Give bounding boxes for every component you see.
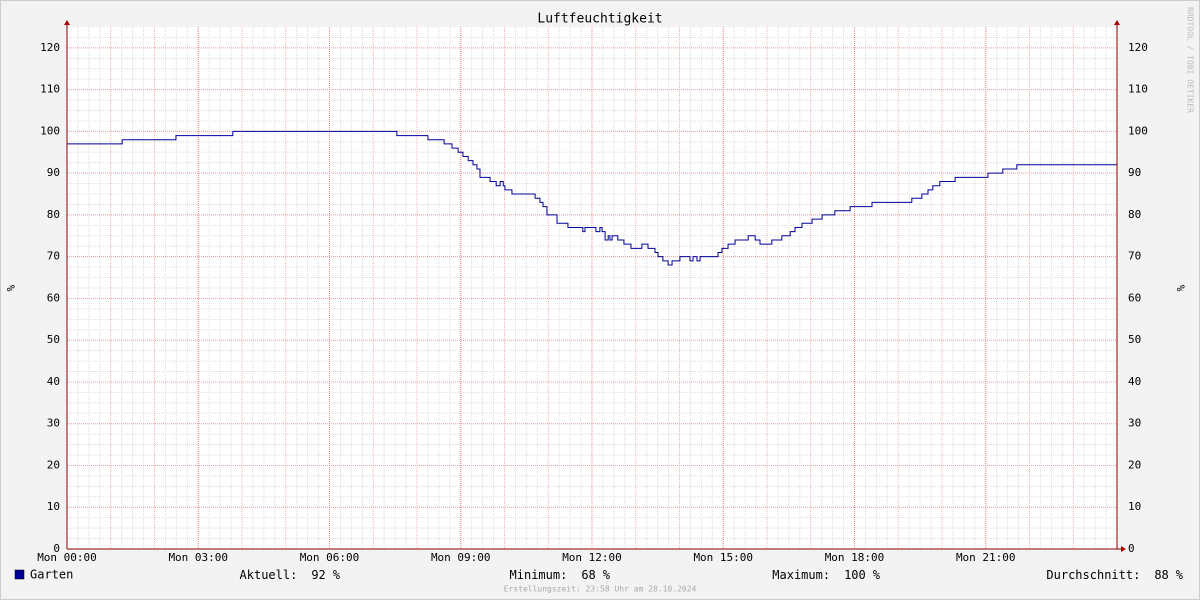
y-tick-label: 20 — [47, 458, 60, 471]
y-axis-label: % — [1174, 285, 1187, 292]
stat-label: Durchschnitt: — [1046, 568, 1140, 582]
y-tick-label: 70 — [1128, 250, 1141, 263]
stat-value: 68 — [581, 568, 595, 582]
x-tick-label: Mon 18:00 — [825, 551, 885, 564]
y-tick-label: 90 — [47, 166, 60, 179]
y-tick-label: 100 — [1128, 124, 1148, 137]
legend-stat: Minimum: 68% — [510, 568, 611, 582]
stat-value: 88 — [1154, 568, 1168, 582]
data-line — [67, 130, 1117, 266]
y-tick-label: 40 — [1128, 375, 1141, 388]
y-tick-label: 20 — [1128, 458, 1141, 471]
x-tick-label: Mon 06:00 — [300, 551, 360, 564]
y-tick-label: 50 — [47, 333, 60, 346]
legend-stat: Aktuell: 92% — [240, 568, 341, 582]
stat-unit: % — [603, 568, 611, 582]
y-tick-label: 10 — [1128, 500, 1141, 513]
y-tick-label: 0 — [53, 542, 60, 555]
x-tick-label: Mon 12:00 — [562, 551, 622, 564]
footer: Erstellungszeit: 23:58 Uhr am 28.10.2024 — [504, 585, 697, 594]
y-tick-label: 100 — [40, 124, 60, 137]
y-tick-label: 40 — [47, 375, 60, 388]
stat-value: 92 — [311, 568, 325, 582]
y-tick-label: 30 — [47, 417, 60, 430]
x-tick-label: Mon 00:00 — [37, 551, 97, 564]
y-tick-label: 110 — [1128, 83, 1148, 96]
y-tick-label: 90 — [1128, 166, 1141, 179]
y-tick-label: 50 — [1128, 333, 1141, 346]
legend-label: Garten — [30, 568, 73, 582]
y-tick-label: 60 — [47, 291, 60, 304]
y-tick-label: 30 — [1128, 417, 1141, 430]
y-tick-label: 10 — [47, 500, 60, 513]
marks — [67, 130, 1117, 266]
watermark: RRDTOOL / TOBI OETIKER — [1186, 7, 1195, 113]
stat-unit: % — [873, 568, 881, 582]
y-axis-label: % — [4, 285, 17, 292]
y-tick-label: 110 — [40, 83, 60, 96]
x-tick-label: Mon 03:00 — [168, 551, 228, 564]
stat-unit: % — [333, 568, 341, 582]
legend-stat: Maximum: 100% — [772, 568, 880, 582]
legend-stat: Durchschnitt: 88% — [1046, 568, 1183, 582]
stat-label: Minimum: — [510, 568, 568, 582]
x-tick-label: Mon 15:00 — [693, 551, 753, 564]
y-tick-label: 120 — [40, 41, 60, 54]
stat-label: Maximum: — [772, 568, 830, 582]
stat-unit: % — [1176, 568, 1184, 582]
x-tick-label: Mon 21:00 — [956, 551, 1016, 564]
grid — [66, 27, 1117, 550]
y-tick-label: 120 — [1128, 41, 1148, 54]
y-tick-label: 0 — [1128, 542, 1135, 555]
legend-swatch — [14, 569, 25, 580]
x-tick-label: Mon 09:00 — [431, 551, 491, 564]
y-tick-label: 80 — [47, 208, 60, 221]
stat-value: 100 — [844, 568, 866, 582]
stat-label: Aktuell: — [240, 568, 298, 582]
y-tick-label: 60 — [1128, 291, 1141, 304]
y-tick-label: 80 — [1128, 208, 1141, 221]
chart-title: Luftfeuchtigkeit — [537, 12, 662, 27]
y-tick-label: 70 — [47, 250, 60, 263]
